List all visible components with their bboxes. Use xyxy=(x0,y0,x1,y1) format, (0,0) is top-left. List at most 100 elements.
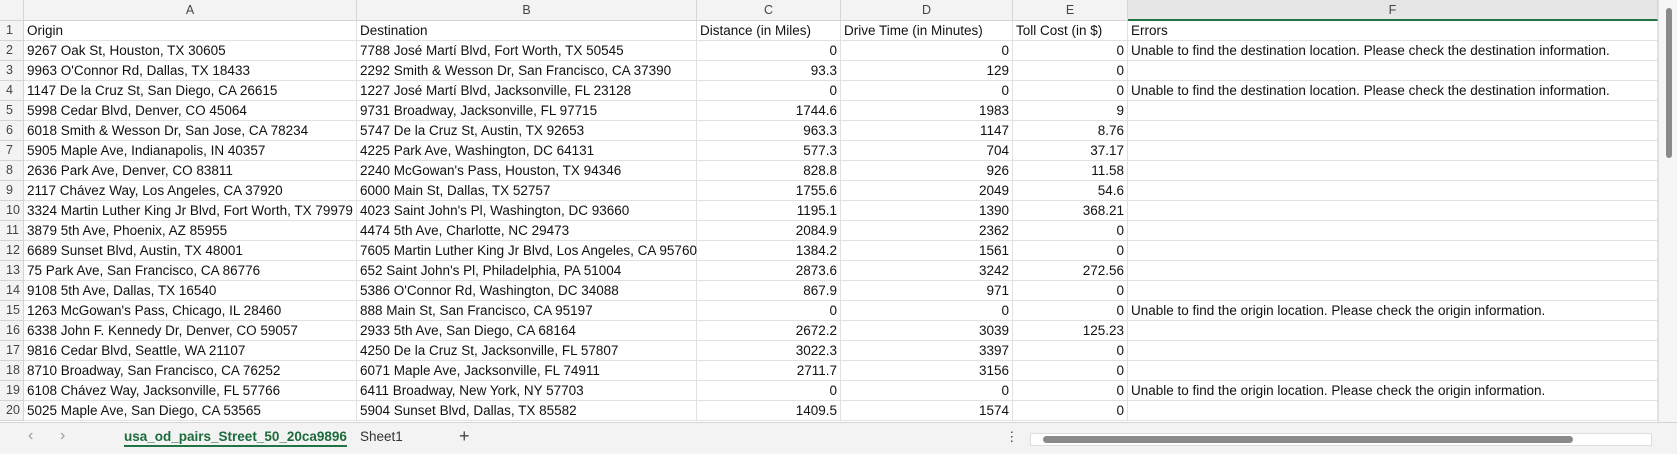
cell: Unable to find the destination location.… xyxy=(1128,81,1658,101)
cell: 8.76 xyxy=(1013,121,1128,141)
row-header: 12 xyxy=(0,241,24,261)
cell: 1574 xyxy=(841,401,1013,421)
row-header: 16 xyxy=(0,321,24,341)
cell: 2117 Chávez Way, Los Angeles, CA 37920 xyxy=(24,181,357,201)
cell: 5904 Sunset Blvd, Dallas, TX 85582 xyxy=(357,401,697,421)
cell: 3039 xyxy=(841,321,1013,341)
cell: 1390 xyxy=(841,201,1013,221)
row-header: 20 xyxy=(0,401,24,421)
cell: 0 xyxy=(1013,401,1128,421)
cell: 9963 O'Connor Rd, Dallas, TX 18433 xyxy=(24,61,357,81)
prev-sheet-arrow[interactable]: ‹ xyxy=(28,427,34,444)
column-header: D xyxy=(841,0,1013,21)
cell: 577.3 xyxy=(697,141,841,161)
column-header: E xyxy=(1013,0,1128,21)
row-header: 10 xyxy=(0,201,24,221)
cell: 0 xyxy=(1013,81,1128,101)
add-sheet-button[interactable]: + xyxy=(459,426,470,446)
cell: 2240 McGowan's Pass, Houston, TX 94346 xyxy=(357,161,697,181)
cell: 0 xyxy=(1013,41,1128,61)
cell: 6018 Smith & Wesson Dr, San Jose, CA 782… xyxy=(24,121,357,141)
cell: 6071 Maple Ave, Jacksonville, FL 74911 xyxy=(357,361,697,381)
sheet-tab[interactable]: usa_od_pairs_Street_50_20ca9896 xyxy=(124,429,347,447)
cell: 8710 Broadway, San Francisco, CA 76252 xyxy=(24,361,357,381)
cell xyxy=(1128,341,1658,361)
row-header: 8 xyxy=(0,161,24,181)
next-sheet-arrow[interactable]: › xyxy=(60,427,66,444)
cell xyxy=(1128,241,1658,261)
cell xyxy=(1128,121,1658,141)
cell: 2672.2 xyxy=(697,321,841,341)
column-header: F xyxy=(1128,0,1658,21)
cell: 963.3 xyxy=(697,121,841,141)
cell: 1263 McGowan's Pass, Chicago, IL 28460 xyxy=(24,301,357,321)
cell xyxy=(1128,321,1658,341)
row-header: 14 xyxy=(0,281,24,301)
header-cell: Destination xyxy=(357,21,697,41)
horizontal-scrollbar[interactable] xyxy=(1030,433,1652,446)
scroll-thumb[interactable] xyxy=(1666,8,1672,158)
cell: 0 xyxy=(697,81,841,101)
cell: 867.9 xyxy=(697,281,841,301)
cell: 11.58 xyxy=(1013,161,1128,181)
column-header: B xyxy=(357,0,697,21)
cell: 93.3 xyxy=(697,61,841,81)
cell: 3156 xyxy=(841,361,1013,381)
cell: 0 xyxy=(1013,341,1128,361)
cell: 0 xyxy=(697,381,841,401)
cell: 3397 xyxy=(841,341,1013,361)
row-header: 17 xyxy=(0,341,24,361)
corner-cell xyxy=(0,0,24,21)
vertical-scrollbar[interactable] xyxy=(1658,0,1677,422)
cell: 652 Saint John's Pl, Philadelphia, PA 51… xyxy=(357,261,697,281)
cell: 0 xyxy=(841,301,1013,321)
cell: 4474 5th Ave, Charlotte, NC 29473 xyxy=(357,221,697,241)
cell: 0 xyxy=(841,41,1013,61)
header-cell: Origin xyxy=(24,21,357,41)
cell xyxy=(1128,101,1658,121)
column-header: A xyxy=(24,0,357,21)
cell: 6000 Main St, Dallas, TX 52757 xyxy=(357,181,697,201)
cell: 888 Main St, San Francisco, CA 95197 xyxy=(357,301,697,321)
cell: 7605 Martin Luther King Jr Blvd, Los Ang… xyxy=(357,241,697,261)
header-cell: Drive Time (in Minutes) xyxy=(841,21,1013,41)
cell: 4225 Park Ave, Washington, DC 64131 xyxy=(357,141,697,161)
cell: 3242 xyxy=(841,261,1013,281)
cell xyxy=(1128,201,1658,221)
cell: 1384.2 xyxy=(697,241,841,261)
header-cell: Errors xyxy=(1128,21,1658,41)
cell: 1227 José Martí Blvd, Jacksonville, FL 2… xyxy=(357,81,697,101)
cell: 4023 Saint John's Pl, Washington, DC 936… xyxy=(357,201,697,221)
scroll-thumb[interactable] xyxy=(1043,436,1573,443)
header-cell: Distance (in Miles) xyxy=(697,21,841,41)
cell: Unable to find the destination location.… xyxy=(1128,41,1658,61)
cell: 5905 Maple Ave, Indianapolis, IN 40357 xyxy=(24,141,357,161)
cell: Unable to find the origin location. Plea… xyxy=(1128,301,1658,321)
cell: Unable to find the origin location. Plea… xyxy=(1128,381,1658,401)
cell: 0 xyxy=(1013,241,1128,261)
cell: 6108 Chávez Way, Jacksonville, FL 57766 xyxy=(24,381,357,401)
cell xyxy=(1128,401,1658,421)
cell: 3324 Martin Luther King Jr Blvd, Fort Wo… xyxy=(24,201,357,221)
row-header: 19 xyxy=(0,381,24,401)
cell: 2084.9 xyxy=(697,221,841,241)
cell xyxy=(1128,61,1658,81)
cell: 0 xyxy=(1013,361,1128,381)
cell: 0 xyxy=(1013,301,1128,321)
row-header: 15 xyxy=(0,301,24,321)
more-options[interactable]: ⋮ xyxy=(1005,429,1019,444)
cell: 368.21 xyxy=(1013,201,1128,221)
cell: 37.17 xyxy=(1013,141,1128,161)
cell: 125.23 xyxy=(1013,321,1128,341)
cell: 1983 xyxy=(841,101,1013,121)
cell: 0 xyxy=(1013,61,1128,81)
sheet-tab[interactable]: Sheet1 xyxy=(360,429,403,444)
cell: 828.8 xyxy=(697,161,841,181)
cell: 5747 De la Cruz St, Austin, TX 92653 xyxy=(357,121,697,141)
cell: 5998 Cedar Blvd, Denver, CO 45064 xyxy=(24,101,357,121)
cell: 1755.6 xyxy=(697,181,841,201)
cell xyxy=(1128,221,1658,241)
row-header: 11 xyxy=(0,221,24,241)
header-cell: Toll Cost (in $) xyxy=(1013,21,1128,41)
